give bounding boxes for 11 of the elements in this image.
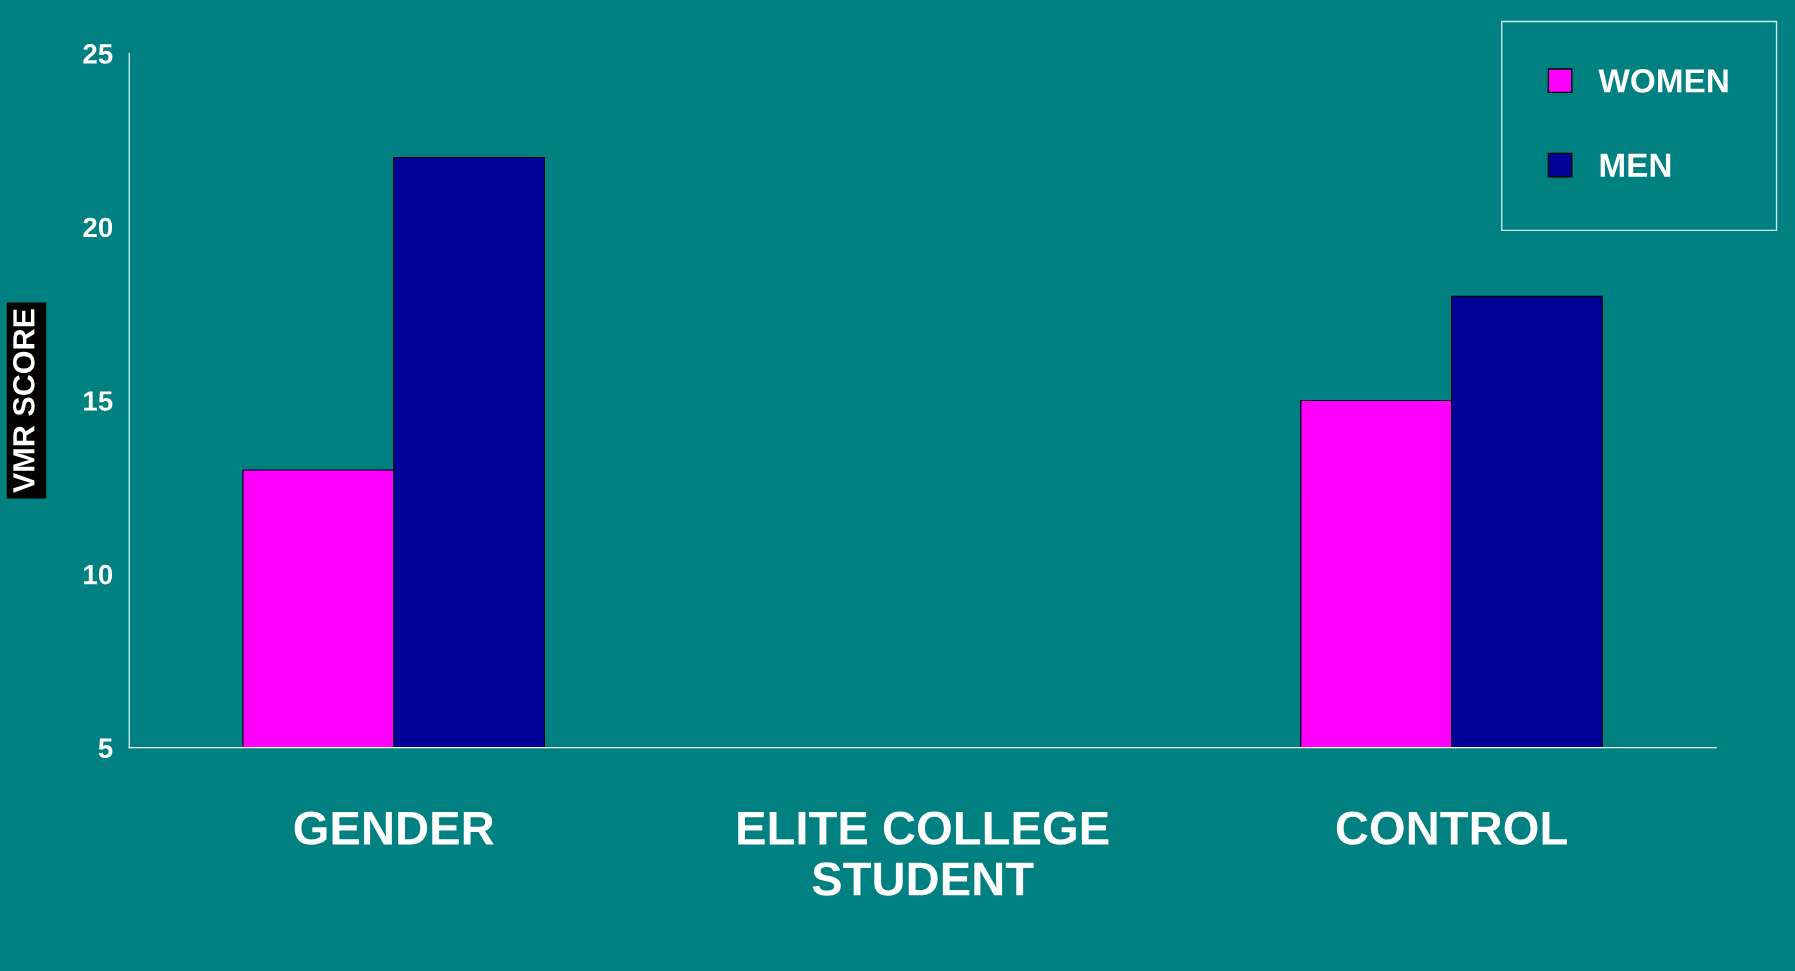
x-tick-label: CONTROL <box>1336 811 1567 845</box>
y-tick-label: 5 <box>98 738 113 759</box>
y-tick-label: 25 <box>83 44 113 64</box>
y-tick-label: 20 <box>83 217 113 238</box>
x-tick-label: ELITE COLLEGE STUDENT <box>738 811 1109 896</box>
y-axis-title: VMR SCORE <box>13 309 35 493</box>
legend-label: MEN <box>1600 153 1671 177</box>
legend-label: WOMEN <box>1598 69 1728 93</box>
y-tick-label: 10 <box>84 564 113 585</box>
y-tick-label: 15 <box>84 391 113 411</box>
x-tick-label: GENDER <box>294 811 494 845</box>
